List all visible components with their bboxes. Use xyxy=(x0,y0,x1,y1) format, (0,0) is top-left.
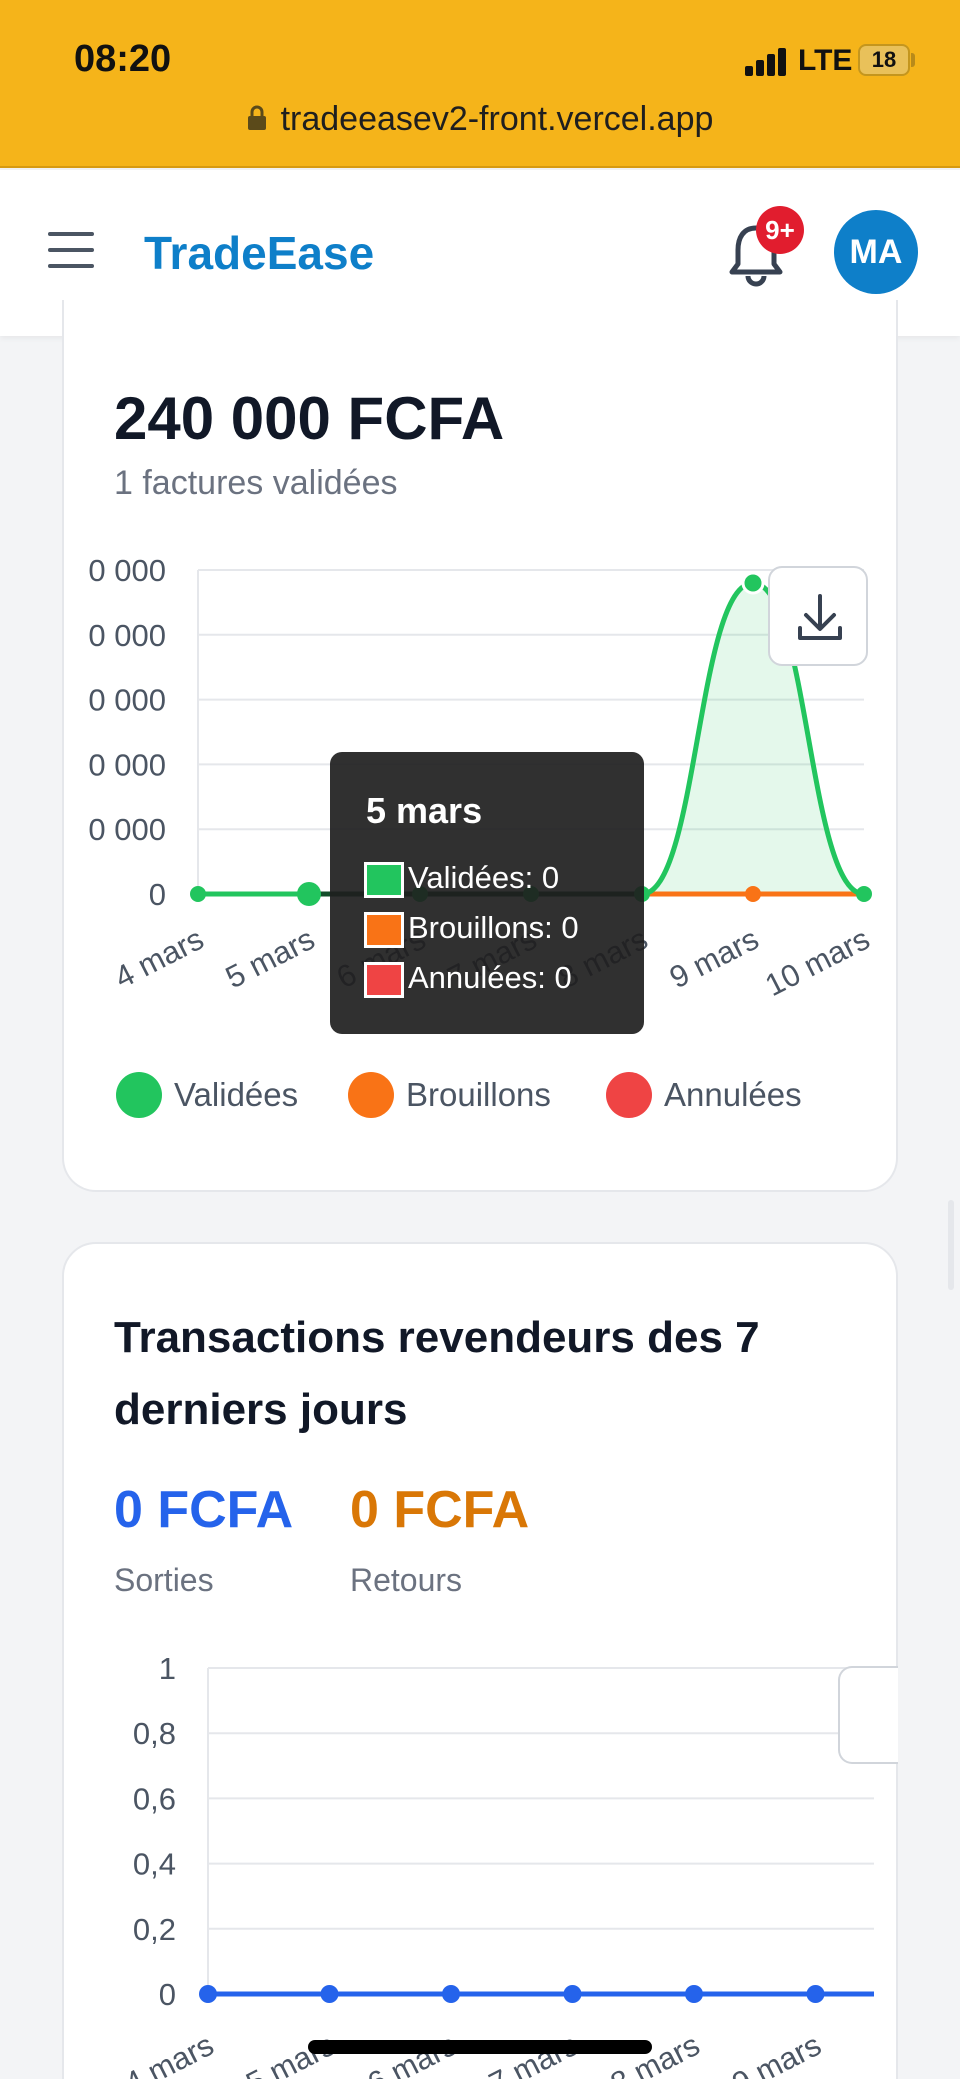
download-chart-button[interactable] xyxy=(768,566,868,666)
legend-label-annulees: Annulées xyxy=(664,1076,802,1113)
y-tick-label: 0 000 xyxy=(88,812,166,847)
tooltip-label-validees: Validées: 0 xyxy=(408,860,560,895)
y-tick-label: 0,4 xyxy=(133,1847,176,1882)
point-sorties xyxy=(685,1985,703,2003)
tooltip-swatch-validees xyxy=(364,862,404,898)
point-sorties xyxy=(806,1985,825,2003)
legend-label-brouillons: Brouillons xyxy=(406,1076,551,1113)
status-bar: 08:20 LTE 18 tradeeasev2-front.vercel.ap… xyxy=(0,0,960,168)
point-validees xyxy=(741,571,765,595)
y-tick-label: 0,6 xyxy=(133,1781,176,1816)
y-tick-label: 0 000 xyxy=(88,618,166,653)
point-validees xyxy=(856,886,872,902)
point-validees xyxy=(297,882,321,906)
sorties-label: Sorties xyxy=(114,1562,214,1598)
invoice-total: 240 000 FCFA xyxy=(114,385,505,452)
x-tick-label: 4 mars xyxy=(119,2027,219,2079)
y-tick-label: 0 000 xyxy=(88,683,166,718)
url-text: tradeeasev2-front.vercel.app xyxy=(280,100,714,138)
scrollbar[interactable] xyxy=(948,1200,954,1290)
legend-label-validees: Validées xyxy=(174,1076,299,1113)
status-time: 08:20 xyxy=(74,38,172,80)
url-bar[interactable]: tradeeasev2-front.vercel.app xyxy=(0,100,960,139)
download-icon xyxy=(798,594,842,640)
avatar[interactable]: MA xyxy=(834,210,918,294)
tooltip-label-annulees: Annulées: 0 xyxy=(408,960,572,995)
notification-badge: 9+ xyxy=(756,206,804,254)
transactions-title: Transactions revendeurs des 7 derniers j… xyxy=(114,1313,760,1434)
tooltip-swatch-annulees xyxy=(364,962,404,998)
legend-dot-validees xyxy=(116,1072,162,1118)
battery-tip xyxy=(911,53,915,67)
y-tick-label: 1 xyxy=(159,1651,176,1686)
y-tick-label: 0 xyxy=(149,877,166,912)
tooltip-swatch-brouillons xyxy=(364,912,404,948)
lock-icon xyxy=(247,105,266,131)
legend-dot-annulees xyxy=(606,1072,652,1118)
y-tick-label: 0,2 xyxy=(133,1912,176,1947)
brand-logo[interactable]: TradeEase xyxy=(144,227,375,279)
network-type: LTE xyxy=(798,44,853,77)
transactions-card: Transactions revendeurs des 7 derniers j… xyxy=(62,1242,898,2079)
y-tick-label: 0 000 xyxy=(88,747,166,782)
y-tick-label: 0 xyxy=(159,1977,176,2012)
home-indicator[interactable] xyxy=(308,2040,652,2054)
retours-label: Retours xyxy=(350,1562,463,1598)
point-validees xyxy=(190,886,206,902)
signal-icon xyxy=(745,46,789,76)
legend-dot-brouillons xyxy=(348,1072,394,1118)
sorties-value: 0 FCFA xyxy=(114,1481,294,1539)
battery-icon: 18 xyxy=(858,44,910,76)
hamburger-menu-icon[interactable] xyxy=(48,232,96,272)
point-brouillons xyxy=(745,886,761,902)
tooltip-title: 5 mars xyxy=(366,790,483,831)
point-sorties xyxy=(563,1985,582,2003)
retours-value: 0 FCFA xyxy=(350,1481,530,1539)
point-sorties xyxy=(199,1985,217,2003)
invoice-subtitle: 1 factures validées xyxy=(114,464,398,502)
tooltip-label-brouillons: Brouillons: 0 xyxy=(408,910,579,945)
point-sorties xyxy=(442,1985,460,2003)
area-validees xyxy=(198,582,864,894)
x-tick-label: 9 mars xyxy=(726,2027,826,2079)
point-sorties xyxy=(320,1985,339,2003)
download-chart-button-2[interactable] xyxy=(838,1666,898,1764)
invoices-card: 240 000 FCFA 1 factures validées xyxy=(62,300,898,1192)
chart-tooltip: 5 mars Validées: 0 Brouillons: 0 Annulée… xyxy=(330,752,644,1034)
y-tick-label: 0,8 xyxy=(133,1716,176,1751)
y-tick-label: 0 000 xyxy=(88,553,166,588)
